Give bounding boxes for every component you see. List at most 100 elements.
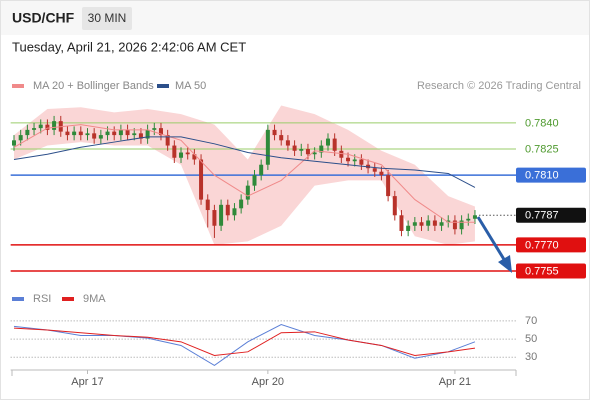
candle-body	[406, 225, 411, 231]
candle-body	[285, 140, 290, 146]
candle-body	[98, 135, 103, 139]
y-tick-label: 30	[525, 351, 537, 363]
candle-body	[379, 171, 384, 176]
y-tick-label: 70	[525, 315, 537, 327]
candle-body	[138, 133, 143, 139]
candle-body	[299, 149, 304, 151]
candle-body	[179, 152, 184, 158]
arrow-shaft	[476, 216, 507, 262]
candle-body	[372, 168, 377, 172]
candle-body	[472, 215, 477, 219]
level-label-box	[516, 207, 586, 223]
candle-body	[265, 129, 270, 165]
credit: Research © 2026 Trading Central	[417, 80, 581, 92]
candle-body	[399, 215, 404, 231]
level-label: 0.7755	[525, 265, 559, 277]
candle-body	[439, 222, 444, 226]
legend-label: MA 20 + Bollinger Bands	[33, 80, 154, 92]
candle-body	[292, 145, 297, 151]
candle-body	[426, 220, 431, 226]
level-label: 0.7825	[525, 143, 559, 155]
candle-body	[185, 152, 190, 155]
candle-body	[452, 220, 457, 230]
candle-body	[32, 128, 37, 130]
forecast-arrow	[476, 216, 512, 273]
candle-body	[392, 196, 397, 216]
legend-swatch	[12, 84, 24, 88]
level-label: 0.7840	[525, 117, 559, 129]
candle-body	[172, 145, 177, 158]
candle-body	[272, 129, 277, 136]
candle-body	[419, 222, 424, 226]
candle-body	[25, 129, 30, 136]
candle-body	[219, 204, 224, 226]
level-label-box	[516, 237, 586, 253]
level-label: 0.7810	[525, 170, 559, 182]
candle-body	[125, 129, 130, 136]
candle-body	[305, 149, 310, 155]
candle-body	[466, 218, 471, 221]
candle-body	[259, 164, 264, 176]
candle-body	[332, 138, 337, 151]
x-tick-label: Apr 17	[71, 376, 103, 388]
moving-average	[13, 124, 475, 223]
candle-body	[279, 135, 284, 141]
legend-label: MA 50	[175, 80, 206, 92]
candle-body	[12, 140, 17, 146]
symbol: USD/CHF	[12, 10, 75, 26]
candle-body	[85, 133, 90, 136]
candle-body	[112, 131, 117, 136]
legend-label: 9MA	[83, 293, 106, 305]
candle-body	[352, 159, 357, 162]
candle-body	[199, 159, 204, 200]
candle-body	[212, 210, 217, 226]
candle-body	[245, 185, 250, 200]
level-label: 0.7787	[525, 210, 559, 222]
candle-body	[359, 159, 364, 165]
candle-body	[346, 157, 351, 162]
candle-body	[152, 128, 157, 130]
candle-body	[252, 175, 257, 186]
candle-body	[325, 138, 330, 146]
candle-body	[312, 152, 317, 155]
candle-body	[339, 150, 344, 158]
candle-body	[38, 124, 43, 129]
interval: 30 MIN	[88, 11, 127, 25]
candle-body	[18, 135, 23, 141]
candle-body	[92, 133, 97, 139]
candle-body	[118, 129, 123, 136]
level-label: 0.7770	[525, 239, 559, 251]
candle-body	[45, 124, 50, 130]
candle-body	[165, 135, 170, 146]
series-line	[13, 324, 476, 367]
legend-swatch	[12, 297, 24, 301]
candle-body	[459, 220, 464, 230]
candle-body	[412, 222, 417, 226]
timestamp: Tuesday, April 21, 2026 2:42:06 AM CET	[12, 39, 246, 54]
series-line	[13, 327, 476, 356]
interval-box	[82, 7, 132, 30]
level-label-box	[516, 167, 586, 183]
legend-swatch	[62, 297, 74, 301]
x-tick-label: Apr 20	[252, 376, 284, 388]
legend-swatch	[157, 84, 169, 88]
y-tick-label: 50	[525, 333, 537, 345]
candle-body	[232, 208, 237, 216]
candle-body	[132, 133, 137, 136]
candle-body	[105, 131, 110, 136]
candle-body	[239, 199, 244, 209]
candle-body	[192, 154, 197, 160]
moving-average	[13, 136, 476, 188]
arrow-head	[498, 255, 512, 273]
level-label-box	[516, 263, 586, 279]
candle-body	[65, 131, 70, 136]
candle-body	[78, 131, 83, 136]
x-tick-label: Apr 21	[439, 376, 471, 388]
candle-body	[52, 121, 57, 130]
candle-body	[72, 131, 77, 136]
candle-body	[386, 175, 391, 197]
candle-body	[225, 204, 230, 216]
candle-body	[205, 199, 210, 211]
